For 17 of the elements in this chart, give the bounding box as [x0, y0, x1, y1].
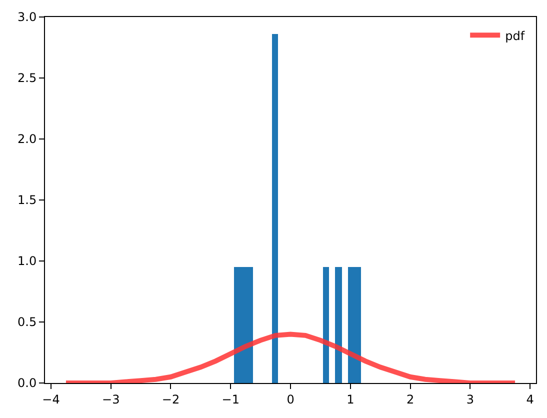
y-tick-label: 2.0: [18, 132, 37, 146]
x-tick-label: 0: [286, 392, 294, 406]
x-tick-label: 1: [346, 392, 354, 406]
y-tick-label: 0.0: [18, 376, 37, 390]
x-tick-label: −4: [42, 392, 60, 406]
x-tick-label: 3: [466, 392, 474, 406]
y-tick-label: 3.0: [18, 10, 37, 24]
legend-label: pdf: [505, 28, 526, 43]
x-tick-label: −3: [102, 392, 120, 406]
x-tick-label: −1: [222, 392, 240, 406]
y-tick-label: 2.5: [18, 71, 37, 86]
y-tick-label: 1.5: [18, 193, 37, 208]
x-tick-label: −2: [162, 392, 180, 406]
y-tick-label: 0.5: [18, 315, 37, 330]
y-tick-label: 1.0: [18, 254, 37, 268]
x-tick-label: 4: [526, 392, 534, 406]
x-tick-label: 2: [406, 392, 414, 406]
